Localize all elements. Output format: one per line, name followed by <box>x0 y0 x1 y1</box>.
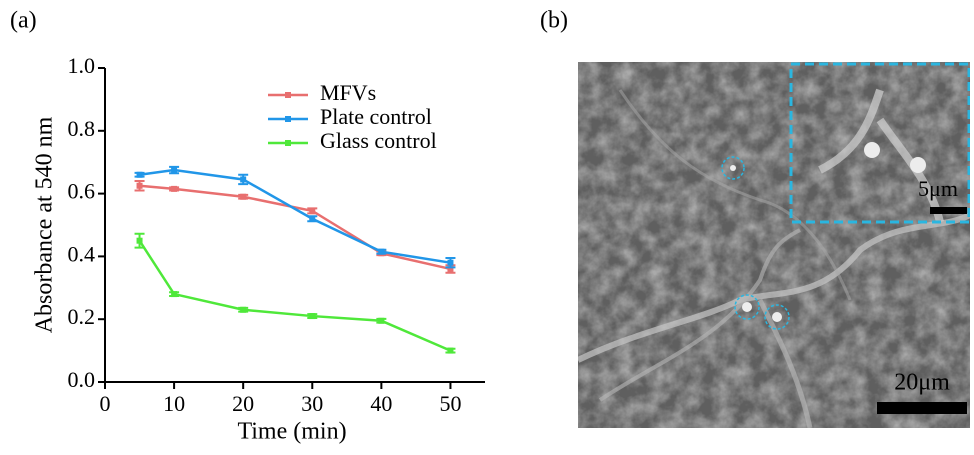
marker <box>378 249 384 255</box>
marker <box>447 260 453 266</box>
y-tick-label: 0.8 <box>68 116 96 141</box>
marker <box>378 318 384 324</box>
marker <box>309 208 315 214</box>
scale-label: 20μm <box>894 370 950 396</box>
marker <box>171 291 177 297</box>
legend-label: Plate control <box>320 104 432 129</box>
particle <box>910 157 926 173</box>
marker <box>309 313 315 319</box>
x-tick-label: 50 <box>439 391 461 416</box>
marker <box>240 176 246 182</box>
marker <box>137 183 143 189</box>
sem-image: 5μm 20μm <box>578 62 970 428</box>
y-tick-label: 0.2 <box>68 304 96 329</box>
panel-label: (a) <box>10 8 37 34</box>
panel-label: (b) <box>540 8 568 34</box>
scale-bar <box>877 402 967 414</box>
x-tick-label: 0 <box>100 391 111 416</box>
y-tick-label: 0.6 <box>68 179 96 204</box>
marker <box>447 348 453 354</box>
legend-marker <box>285 140 291 146</box>
inset-scale-bar <box>930 207 967 214</box>
x-tick-label: 40 <box>370 391 392 416</box>
marker <box>171 186 177 192</box>
y-tick-label: 0.4 <box>68 241 96 266</box>
marker <box>240 307 246 313</box>
series-line <box>140 170 451 263</box>
marker <box>137 238 143 244</box>
x-tick-label: 10 <box>163 391 185 416</box>
particle <box>772 312 782 322</box>
x-axis-label: Time (min) <box>237 419 346 445</box>
legend-marker <box>285 116 291 122</box>
figure: (a) (b) Time (min) Absorbance at 540 nm … <box>0 0 974 450</box>
marker <box>171 167 177 173</box>
x-tick-label: 30 <box>301 391 323 416</box>
y-tick-label: 0.0 <box>68 367 96 392</box>
marker <box>137 172 143 178</box>
y-axis-label: Absorbance at 540 nm <box>32 116 58 333</box>
legend-marker <box>285 92 291 98</box>
legend-label: MFVs <box>320 80 376 105</box>
legend-label: Glass control <box>320 128 437 153</box>
inset-scale-label: 5μm <box>918 176 958 201</box>
x-tick-label: 20 <box>232 391 254 416</box>
particle <box>864 142 880 158</box>
particle <box>730 165 736 171</box>
y-tick-label: 1.0 <box>68 53 96 78</box>
marker <box>309 216 315 222</box>
marker <box>240 194 246 200</box>
particle <box>742 302 752 312</box>
